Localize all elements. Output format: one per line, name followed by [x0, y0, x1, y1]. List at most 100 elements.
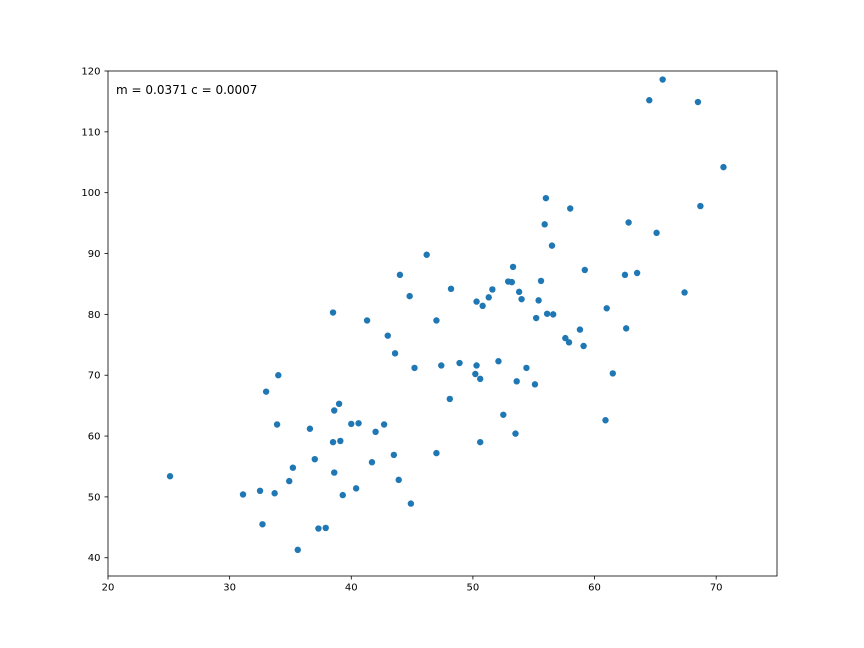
scatter-point [695, 99, 701, 105]
scatter-point [411, 365, 417, 371]
scatter-point [720, 164, 726, 170]
scatter-point [331, 469, 337, 475]
scatter-point [381, 421, 387, 427]
scatter-point [337, 438, 343, 444]
scatter-point [523, 365, 529, 371]
scatter-point [315, 525, 321, 531]
scatter-point [625, 219, 631, 225]
scatter-point [479, 303, 485, 309]
scatter-point [623, 325, 629, 331]
scatter-point [353, 485, 359, 491]
scatter-point [372, 429, 378, 435]
scatter-point [307, 426, 313, 432]
scatter-point [610, 370, 616, 376]
x-tick-label: 40 [345, 583, 358, 594]
scatter-point [456, 360, 462, 366]
scatter-point [271, 490, 277, 496]
y-tick-label: 60 [88, 432, 101, 443]
scatter-point [509, 279, 515, 285]
scatter-point [604, 305, 610, 311]
scatter-point [472, 371, 478, 377]
scatter-point [697, 203, 703, 209]
y-tick-label: 50 [88, 492, 101, 503]
scatter-point [634, 270, 640, 276]
scatter-point [364, 317, 370, 323]
x-tick-label: 50 [467, 583, 480, 594]
scatter-point [396, 477, 402, 483]
x-tick-label: 70 [710, 583, 723, 594]
scatter-point [516, 289, 522, 295]
scatter-point [653, 230, 659, 236]
scatter-point [602, 417, 608, 423]
scatter-point [397, 272, 403, 278]
scatter-point [532, 381, 538, 387]
scatter-point [295, 547, 301, 553]
scatter-point [549, 242, 555, 248]
scatter-point [286, 478, 292, 484]
chart-svg: 203040506070405060708090100110120m = 0.0… [0, 0, 864, 648]
scatter-point [544, 311, 550, 317]
scatter-point [263, 388, 269, 394]
scatter-point [330, 439, 336, 445]
y-tick-label: 100 [81, 188, 100, 199]
scatter-point [257, 488, 263, 494]
scatter-point [312, 456, 318, 462]
scatter-point [323, 525, 329, 531]
scatter-point [477, 439, 483, 445]
scatter-point [274, 421, 280, 427]
scatter-point [275, 372, 281, 378]
y-tick-label: 90 [88, 249, 101, 260]
scatter-point [369, 459, 375, 465]
scatter-point [550, 311, 556, 317]
scatter-point [355, 420, 361, 426]
x-tick-label: 30 [223, 583, 236, 594]
scatter-point [538, 278, 544, 284]
scatter-point [406, 293, 412, 299]
scatter-point [423, 252, 429, 258]
scatter-point [500, 412, 506, 418]
scatter-point [290, 464, 296, 470]
scatter-point [392, 350, 398, 356]
scatter-point [473, 362, 479, 368]
scatter-point [448, 286, 454, 292]
scatter-point [167, 473, 173, 479]
scatter-point [681, 289, 687, 295]
scatter-point [518, 296, 524, 302]
scatter-point [659, 76, 665, 82]
scatter-point [512, 430, 518, 436]
scatter-point [240, 491, 246, 497]
chart-title: m = 0.0371 c = 0.0007 [116, 83, 257, 97]
scatter-point [391, 452, 397, 458]
scatter-point [566, 339, 572, 345]
scatter-point [582, 267, 588, 273]
y-tick-label: 80 [88, 310, 101, 321]
scatter-point [489, 286, 495, 292]
scatter-point [533, 315, 539, 321]
scatter-point [495, 358, 501, 364]
scatter-point [438, 362, 444, 368]
scatter-point [543, 195, 549, 201]
scatter-point [330, 309, 336, 315]
scatter-point [535, 297, 541, 303]
scatter-point [340, 492, 346, 498]
scatter-point [447, 396, 453, 402]
scatter-point [336, 401, 342, 407]
scatter-point [646, 97, 652, 103]
x-tick-label: 60 [588, 583, 601, 594]
scatter-point [477, 376, 483, 382]
scatter-point [486, 294, 492, 300]
scatter-point [433, 317, 439, 323]
scatter-point [433, 450, 439, 456]
scatter-point [408, 500, 414, 506]
y-tick-label: 40 [88, 553, 101, 564]
scatter-point [580, 343, 586, 349]
scatter-point [541, 221, 547, 227]
scatter-chart: 203040506070405060708090100110120m = 0.0… [0, 0, 864, 648]
scatter-point [331, 407, 337, 413]
scatter-point [513, 378, 519, 384]
scatter-point [259, 521, 265, 527]
x-tick-label: 20 [102, 583, 115, 594]
scatter-point [577, 326, 583, 332]
y-tick-label: 70 [88, 371, 101, 382]
scatter-point [622, 272, 628, 278]
